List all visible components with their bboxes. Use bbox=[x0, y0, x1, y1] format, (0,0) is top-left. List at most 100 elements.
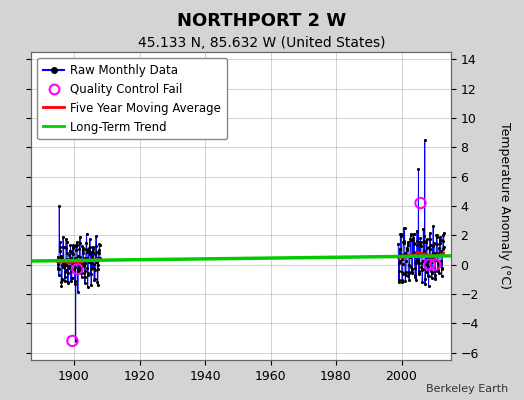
Y-axis label: Temperature Anomaly (°C): Temperature Anomaly (°C) bbox=[498, 122, 511, 290]
Point bbox=[63, 238, 71, 245]
Point bbox=[439, 238, 447, 244]
Point bbox=[428, 270, 436, 276]
Point bbox=[79, 247, 88, 254]
Point bbox=[74, 269, 83, 276]
Point bbox=[428, 275, 436, 282]
Point bbox=[75, 256, 83, 263]
Point bbox=[405, 269, 413, 275]
Point bbox=[429, 250, 438, 256]
Point bbox=[95, 249, 103, 256]
Point bbox=[80, 262, 89, 269]
Point bbox=[66, 248, 74, 254]
Point bbox=[435, 234, 444, 241]
Point bbox=[429, 223, 438, 229]
Point bbox=[86, 244, 94, 251]
Point bbox=[419, 225, 428, 232]
Point bbox=[398, 278, 407, 285]
Point bbox=[94, 255, 103, 262]
Point bbox=[70, 266, 79, 272]
Point bbox=[436, 237, 444, 244]
Point bbox=[435, 249, 444, 256]
Point bbox=[440, 230, 448, 236]
Point bbox=[398, 276, 406, 283]
Point bbox=[96, 255, 104, 261]
Point bbox=[71, 338, 80, 344]
Point bbox=[84, 258, 93, 265]
Point bbox=[419, 250, 427, 256]
Point bbox=[416, 238, 424, 245]
Point bbox=[92, 248, 101, 255]
Point bbox=[396, 258, 404, 264]
Point bbox=[417, 260, 425, 266]
Point bbox=[395, 277, 403, 284]
Point bbox=[84, 272, 92, 278]
Point bbox=[85, 251, 94, 257]
Point bbox=[65, 252, 73, 258]
Point bbox=[406, 253, 414, 260]
Point bbox=[428, 258, 436, 265]
Point bbox=[70, 242, 78, 249]
Point bbox=[419, 233, 428, 239]
Point bbox=[413, 253, 422, 259]
Point bbox=[408, 266, 416, 273]
Point bbox=[436, 237, 445, 243]
Text: NORTHPORT 2 W: NORTHPORT 2 W bbox=[178, 12, 346, 30]
Point bbox=[54, 265, 62, 272]
Point bbox=[429, 254, 437, 260]
Point bbox=[414, 271, 423, 277]
Point bbox=[71, 264, 79, 270]
Point bbox=[431, 276, 439, 282]
Text: Berkeley Earth: Berkeley Earth bbox=[426, 384, 508, 394]
Point bbox=[64, 270, 72, 277]
Point bbox=[408, 269, 417, 275]
Point bbox=[401, 278, 410, 284]
Point bbox=[67, 277, 75, 284]
Point bbox=[89, 256, 97, 262]
Point bbox=[400, 250, 409, 256]
Point bbox=[82, 230, 91, 237]
Point bbox=[424, 283, 433, 289]
Point bbox=[91, 267, 99, 273]
Point bbox=[395, 260, 403, 266]
Point bbox=[412, 242, 421, 248]
Point bbox=[407, 237, 415, 244]
Point bbox=[438, 266, 446, 272]
Point bbox=[425, 230, 434, 236]
Point bbox=[94, 282, 102, 288]
Point bbox=[68, 274, 76, 281]
Point bbox=[400, 225, 409, 232]
Point bbox=[69, 250, 77, 257]
Point bbox=[398, 270, 407, 277]
Point bbox=[430, 268, 439, 274]
Point bbox=[70, 260, 78, 267]
Point bbox=[415, 268, 423, 274]
Point bbox=[421, 281, 429, 288]
Point bbox=[71, 280, 79, 287]
Point bbox=[438, 252, 446, 258]
Point bbox=[402, 246, 411, 252]
Point bbox=[59, 260, 67, 266]
Point bbox=[420, 238, 428, 245]
Point bbox=[425, 256, 434, 262]
Point bbox=[431, 272, 439, 278]
Point bbox=[63, 256, 72, 262]
Point bbox=[54, 272, 63, 278]
Point bbox=[64, 280, 72, 286]
Point bbox=[87, 260, 95, 266]
Point bbox=[84, 269, 92, 276]
Point bbox=[413, 238, 421, 244]
Point bbox=[396, 246, 404, 252]
Point bbox=[85, 248, 93, 254]
Point bbox=[90, 276, 99, 283]
Point bbox=[414, 258, 422, 265]
Point bbox=[411, 272, 420, 278]
Point bbox=[398, 269, 406, 275]
Point bbox=[403, 239, 412, 245]
Point bbox=[417, 264, 425, 270]
Point bbox=[94, 262, 103, 269]
Point bbox=[90, 265, 98, 271]
Point bbox=[53, 254, 62, 260]
Point bbox=[418, 266, 427, 272]
Point bbox=[434, 268, 443, 274]
Point bbox=[82, 240, 91, 246]
